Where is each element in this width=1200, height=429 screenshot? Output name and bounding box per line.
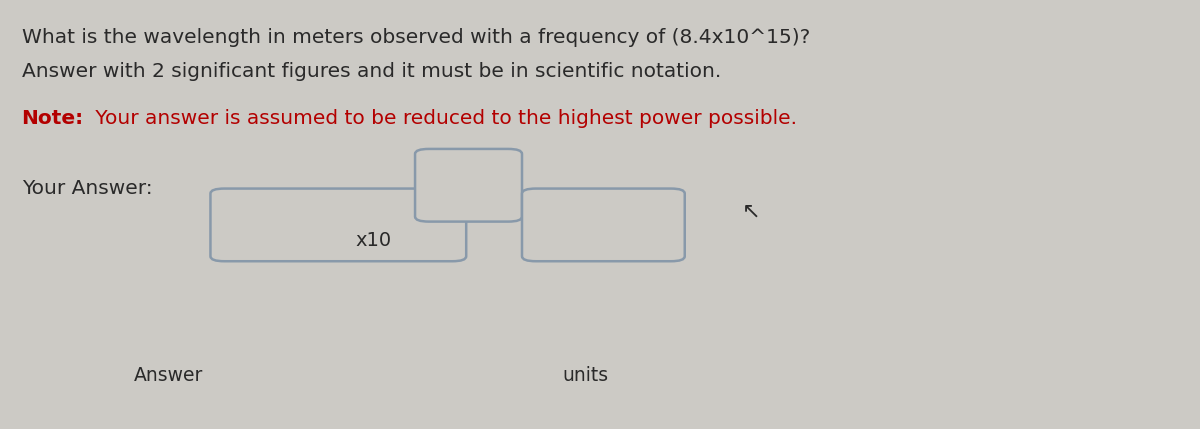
Text: What is the wavelength in meters observed with a frequency of (8.4x10^15)?: What is the wavelength in meters observe… [22,28,810,47]
Text: Your Answer:: Your Answer: [22,179,152,198]
Text: Answer with 2 significant figures and it must be in scientific notation.: Answer with 2 significant figures and it… [22,62,721,81]
Text: Answer: Answer [134,366,203,384]
FancyBboxPatch shape [210,189,467,261]
FancyBboxPatch shape [415,149,522,222]
Text: Note:: Note: [22,109,84,128]
Text: x10: x10 [355,231,391,250]
Text: ↖: ↖ [742,202,761,222]
Text: units: units [562,366,608,384]
FancyBboxPatch shape [522,189,685,261]
Text: Your answer is assumed to be reduced to the highest power possible.: Your answer is assumed to be reduced to … [89,109,797,128]
